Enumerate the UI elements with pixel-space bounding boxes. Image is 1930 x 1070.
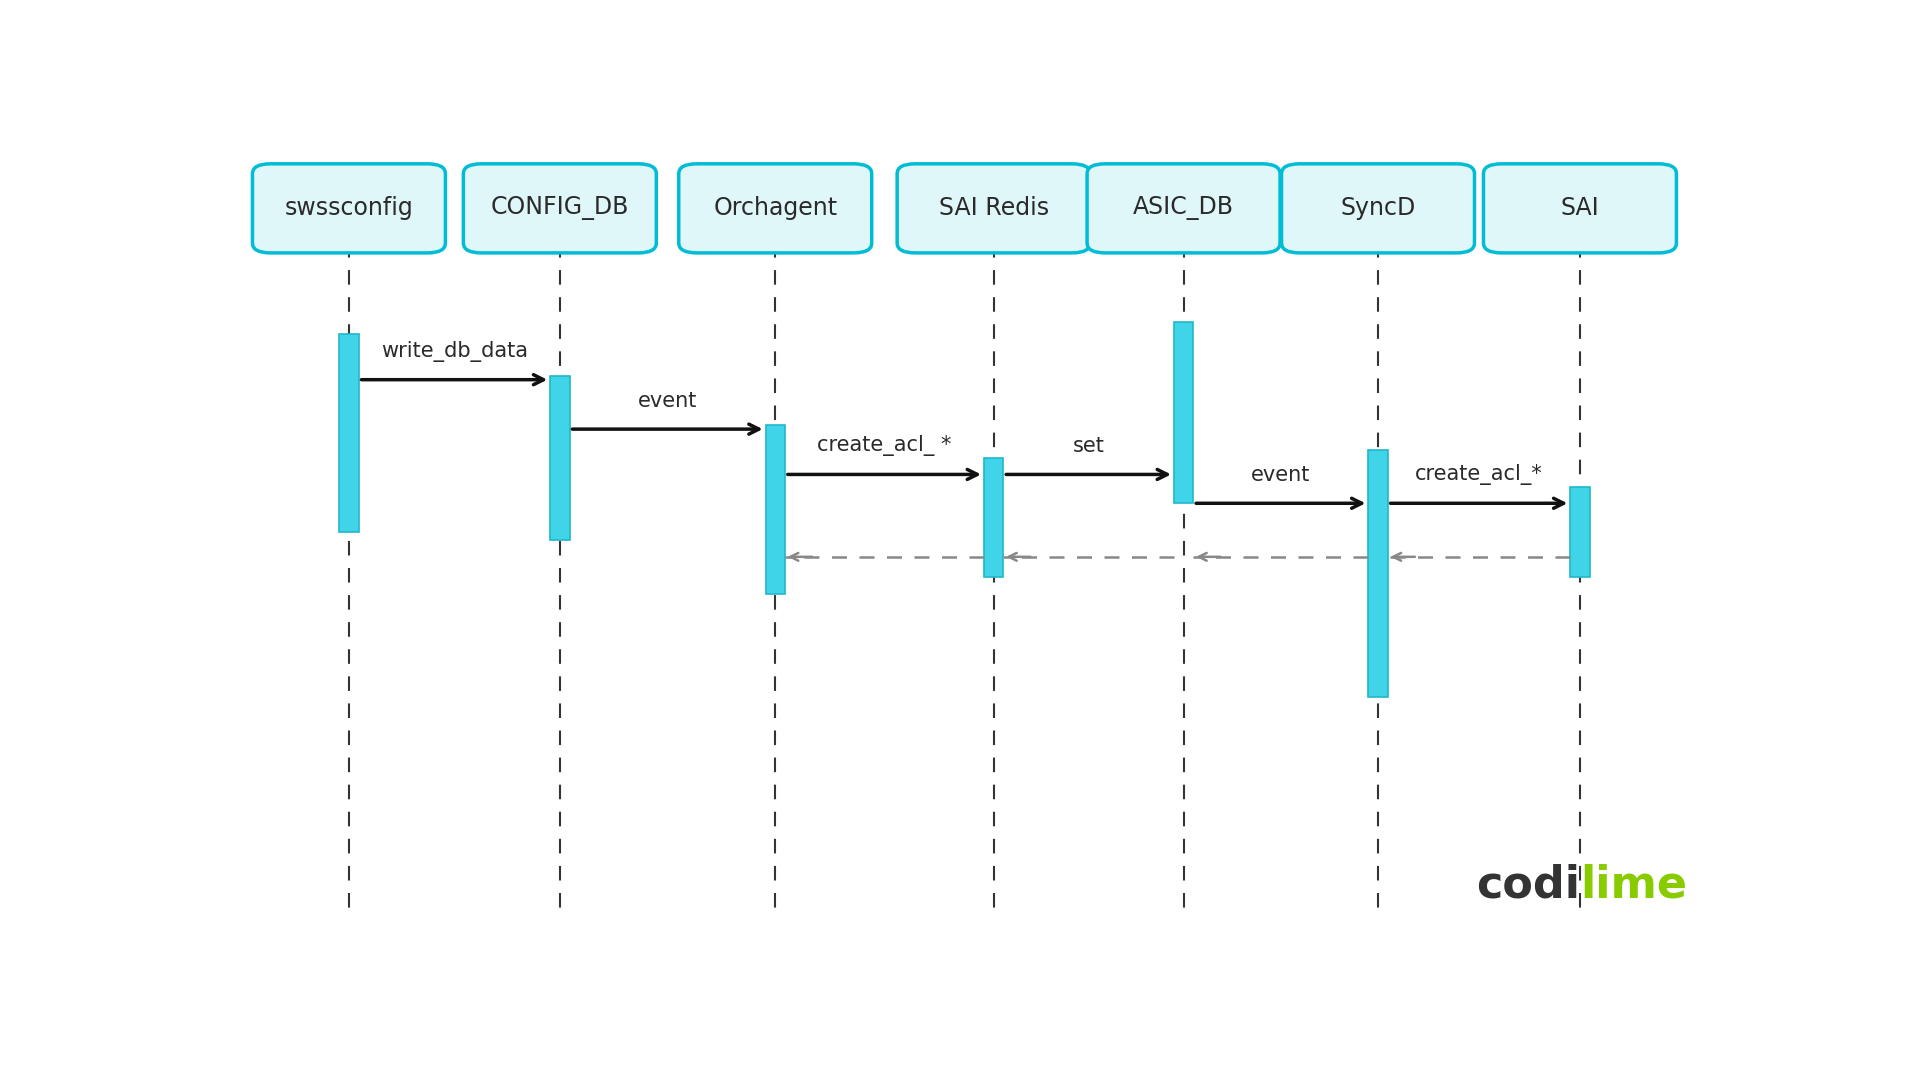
Text: swssconfig: swssconfig	[284, 197, 413, 220]
Text: event: event	[637, 391, 697, 411]
FancyBboxPatch shape	[1087, 164, 1280, 253]
FancyBboxPatch shape	[897, 164, 1090, 253]
Text: SAI: SAI	[1561, 197, 1600, 220]
Bar	[1173, 322, 1193, 503]
Text: write_db_data: write_db_data	[380, 340, 529, 362]
Text: SyncD: SyncD	[1341, 197, 1415, 220]
Text: event: event	[1251, 465, 1310, 485]
Bar	[1368, 449, 1388, 697]
Text: create_acl_ *: create_acl_ *	[816, 435, 951, 456]
FancyBboxPatch shape	[253, 164, 446, 253]
Bar	[984, 458, 1004, 578]
Bar	[766, 425, 786, 594]
Text: SAI Redis: SAI Redis	[938, 197, 1048, 220]
Text: CONFIG_DB: CONFIG_DB	[490, 197, 629, 220]
Bar	[340, 334, 359, 532]
FancyBboxPatch shape	[463, 164, 656, 253]
FancyBboxPatch shape	[1282, 164, 1475, 253]
Text: codi: codi	[1476, 863, 1581, 907]
FancyBboxPatch shape	[1484, 164, 1677, 253]
FancyBboxPatch shape	[679, 164, 872, 253]
Bar	[1571, 487, 1590, 578]
Text: Orchagent: Orchagent	[714, 197, 838, 220]
Bar	[550, 376, 569, 540]
Text: set: set	[1073, 437, 1104, 456]
Text: lime: lime	[1581, 863, 1687, 907]
Text: create_acl_*: create_acl_*	[1415, 464, 1542, 485]
Text: ASIC_DB: ASIC_DB	[1133, 197, 1233, 220]
